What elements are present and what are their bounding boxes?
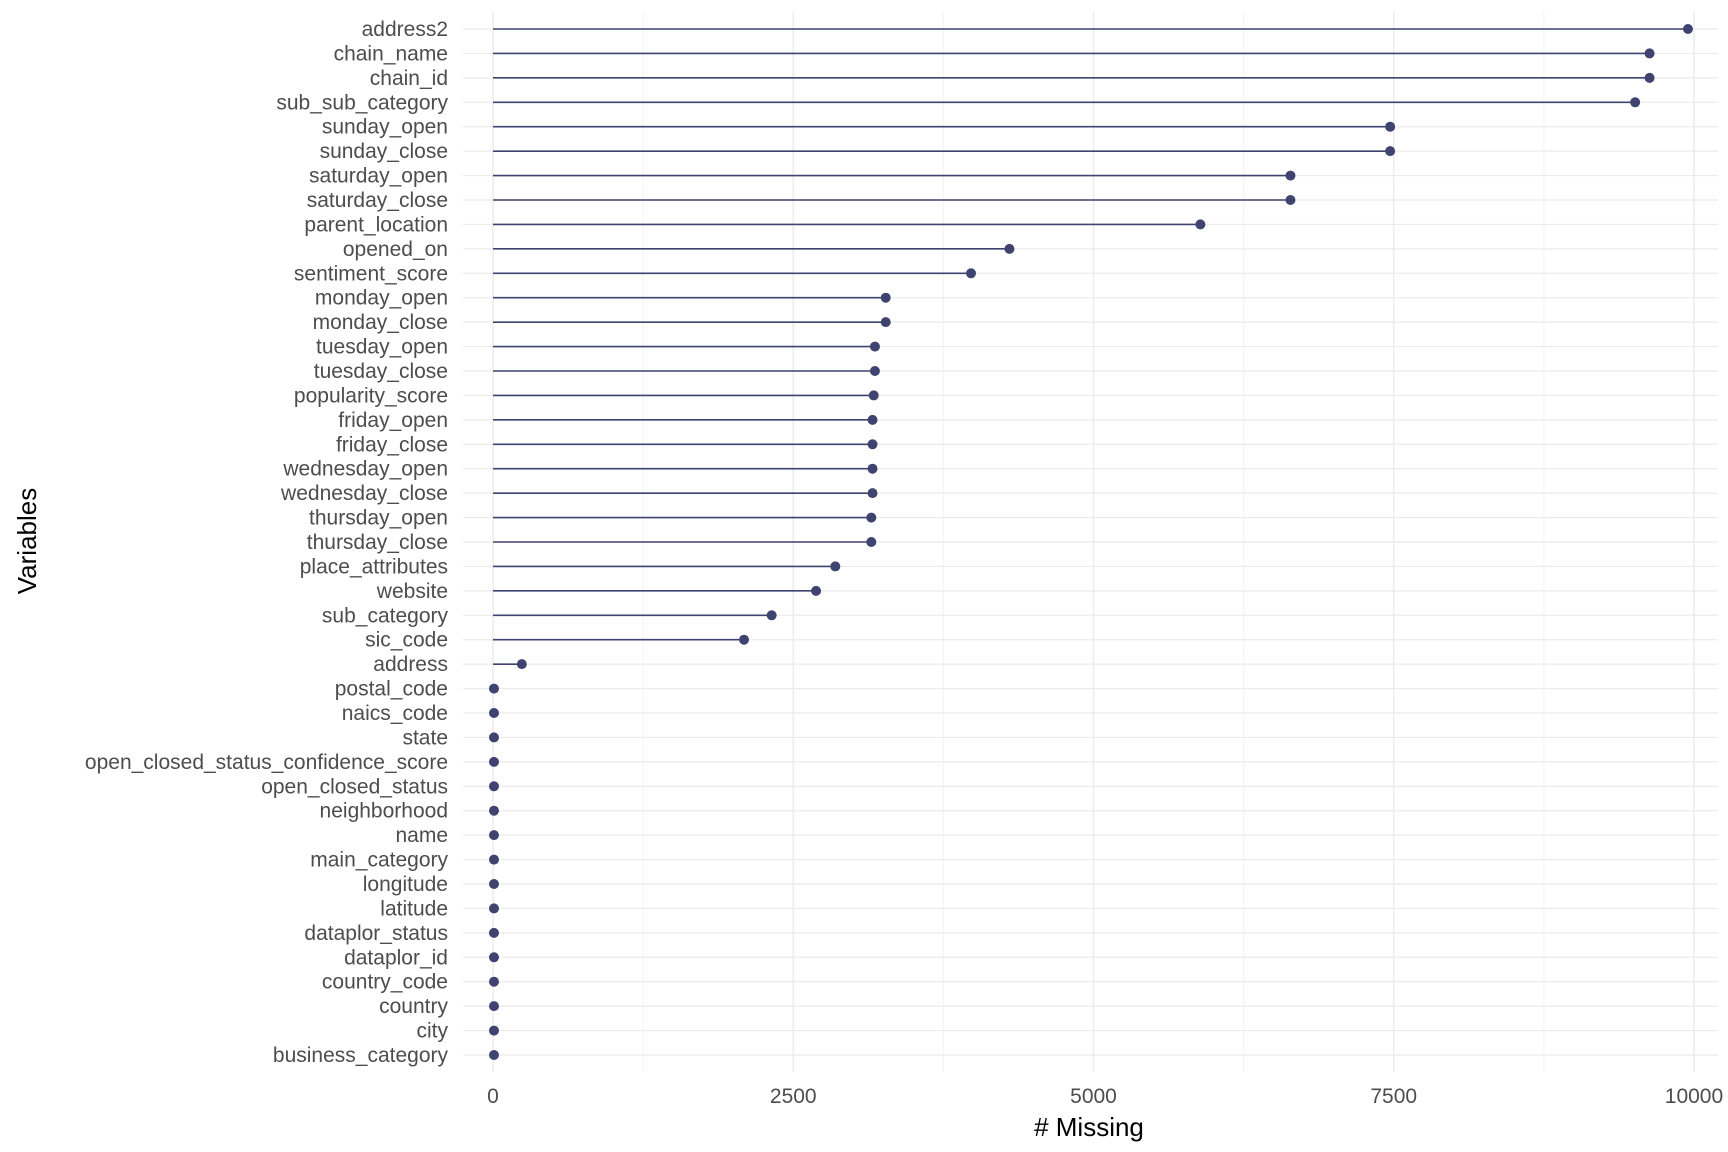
lollipop-point [966,268,977,279]
y-tick-label: address [373,653,448,676]
lollipop-stems [493,28,1688,1056]
y-tick-label: city [417,1020,449,1043]
x-tick-labels: 0 2500 5000 7500 10000 [487,1085,1723,1108]
y-tick-label: friday_open [338,409,448,432]
y-tick-label: open_closed_status_confidence_score [85,751,448,774]
lollipop-point [488,1025,499,1036]
x-tick-label: 10000 [1665,1085,1723,1108]
y-tick-label: wednesday_open [282,458,448,481]
y-tick-label: website [376,580,448,603]
x-tick-label: 2500 [770,1085,817,1108]
lollipop-point [488,708,499,718]
x-tick-label: 5000 [1070,1085,1117,1108]
y-tick-label: wednesday_close [280,482,448,505]
lollipop-point [739,634,750,645]
y-tick-label: latitude [380,897,448,920]
lollipop-point [488,1050,499,1060]
lollipop-point [867,463,878,474]
y-tick-label: thursday_close [307,531,448,554]
y-tick-label: sub_category [322,604,449,627]
lollipop-point [1682,24,1693,34]
y-tick-label: tuesday_close [314,360,448,383]
y-tick-label: thursday_open [309,507,448,530]
lollipop-point [488,781,499,792]
lollipop-point [488,952,499,963]
lollipop-point [868,390,879,401]
lollipop-point [867,488,878,499]
lollipop-point [1004,243,1015,254]
y-tick-label: main_category [310,849,448,872]
x-tick-label: 0 [487,1085,499,1108]
y-tick-label: monday_open [315,287,448,310]
lollipop-point [867,439,878,450]
lollipop-point [766,610,777,621]
lollipop-point [488,854,499,865]
y-tick-label: saturday_open [309,165,448,188]
lollipop-point [1385,121,1396,132]
y-tick-label: name [395,824,448,847]
y-tick-label: sentiment_score [294,262,448,285]
lollipop-point [488,976,499,987]
y-tick-label: saturday_close [307,189,448,212]
lollipop-point [516,659,527,670]
lollipop-point [830,561,841,572]
y-tick-label: chain_name [334,42,448,65]
lollipop-point [1644,48,1655,59]
y-tick-label: open_closed_status [261,775,448,798]
lollipop-point [488,927,499,938]
y-tick-label: business_category [273,1044,449,1067]
lollipop-point [488,903,499,914]
lollipop-point [866,537,877,547]
y-tick-label: tuesday_open [316,336,448,359]
y-tick-label: country_code [322,971,448,994]
y-tick-label: dataplor_status [304,922,448,945]
y-tick-label: longitude [363,873,448,896]
y-tick-label: naics_code [342,702,448,725]
y-tick-label: monday_close [313,311,448,334]
y-tick-label: sunday_close [320,140,448,163]
y-tick-label: sic_code [365,629,448,652]
y-axis-title: Variables [12,488,42,594]
y-tick-label: place_attributes [300,555,448,578]
y-tick-label: sunday_open [322,116,448,139]
lollipop-point [1630,97,1641,108]
lollipop-point [869,341,880,352]
y-tick-label: opened_on [343,238,448,261]
y-tick-label: dataplor_id [344,946,448,969]
x-tick-label: 7500 [1370,1085,1417,1108]
lollipop-point [488,805,499,816]
y-tick-label: neighborhood [320,800,448,823]
y-tick-label: state [402,726,448,749]
lollipop-point [867,414,878,425]
lollipop-point [1285,170,1296,181]
lollipop-point [880,292,891,303]
lollipop-point [488,756,499,767]
y-tick-label: parent_location [304,213,448,236]
lollipop-point [488,1001,499,1012]
y-tick-label: chain_id [370,67,448,90]
y-tick-label: popularity_score [294,384,448,407]
y-tick-label: sub_sub_category [276,91,448,114]
lollipop-points [488,24,1693,1060]
lollipop-point [869,366,880,376]
lollipop-point [880,317,891,328]
y-tick-labels: address2chain_namechain_idsub_sub_catego… [85,18,449,1067]
y-tick-label: address2 [362,18,448,41]
y-tick-label: friday_close [336,433,448,456]
lollipop-point [488,879,499,889]
y-tick-label: postal_code [335,678,448,701]
lollipop-point [488,683,499,694]
lollipop-point [866,512,877,523]
lollipop-point [488,830,499,841]
lollipop-point [1195,219,1206,230]
lollipop-point [1644,72,1655,83]
lollipop-point [811,585,822,596]
lollipop-point [1285,195,1296,205]
x-axis-title: # Missing [1034,1112,1144,1142]
lollipop-point [1385,146,1396,157]
lollipop-point [488,732,499,743]
y-tick-label: country [379,995,448,1018]
